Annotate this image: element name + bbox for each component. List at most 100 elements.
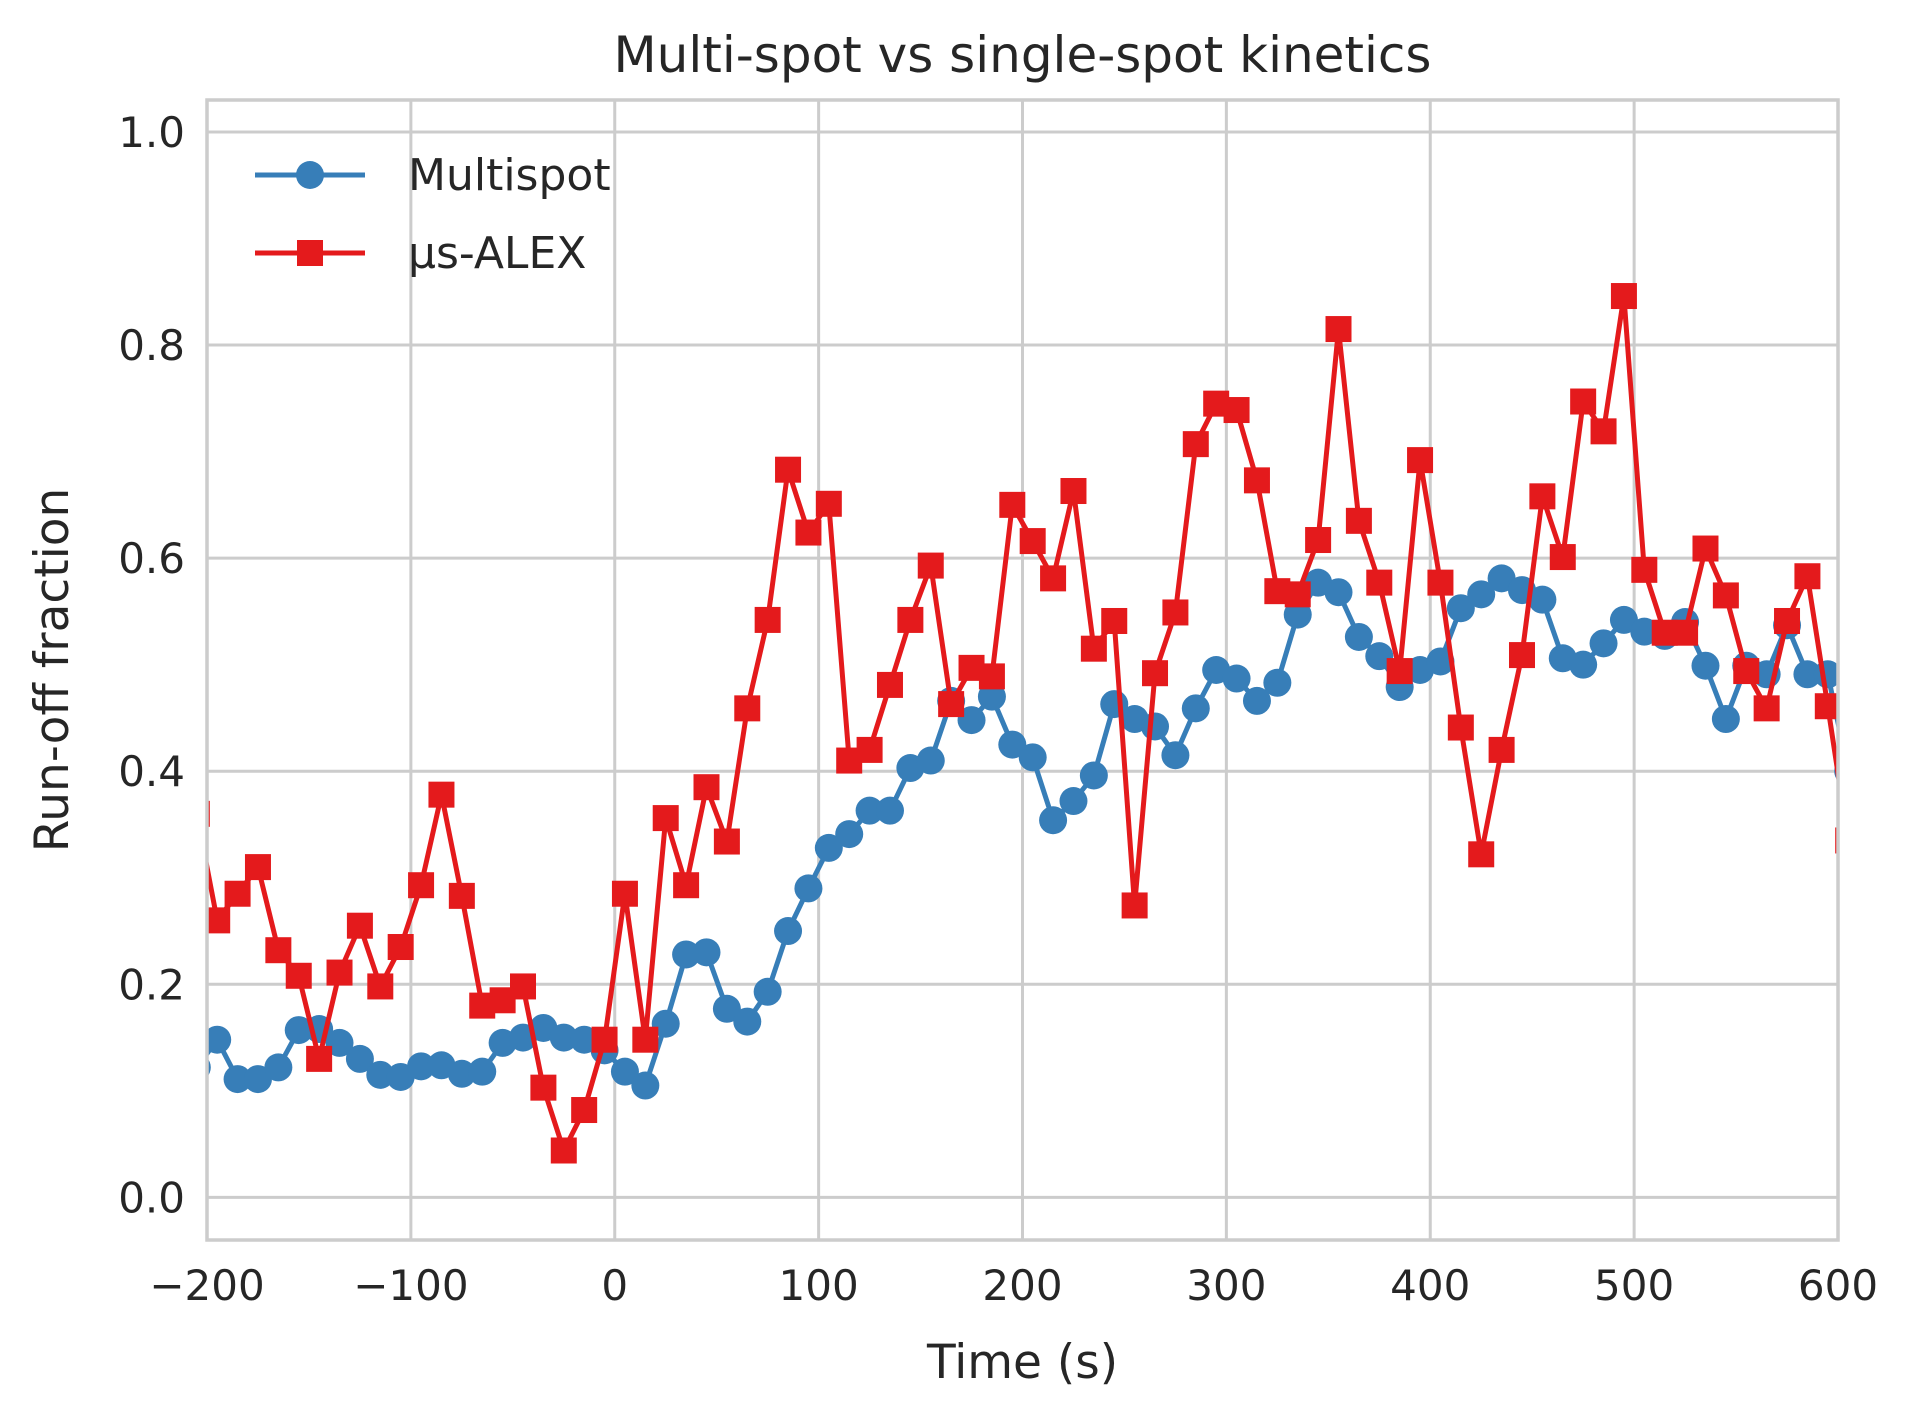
data-point — [692, 938, 721, 967]
data-point — [1753, 695, 1780, 722]
data-point — [223, 1065, 252, 1094]
data-point — [1589, 629, 1618, 658]
x-tick-label: 500 — [1594, 1261, 1674, 1310]
data-point — [265, 937, 292, 964]
data-point — [651, 1009, 680, 1038]
data-point — [1121, 892, 1148, 919]
data-point — [326, 959, 353, 986]
data-point — [1487, 564, 1516, 593]
data-point — [814, 833, 843, 862]
data-point — [1794, 563, 1821, 590]
data-point — [1142, 660, 1169, 687]
data-point — [998, 730, 1027, 759]
data-point — [1610, 283, 1637, 310]
x-tick-label: 200 — [982, 1261, 1062, 1310]
data-point — [510, 973, 537, 1000]
data-point — [1814, 693, 1838, 720]
data-point — [610, 1057, 639, 1086]
x-tick-label: 400 — [1390, 1261, 1470, 1310]
data-point — [408, 872, 435, 899]
data-point — [957, 706, 986, 735]
series-line — [207, 293, 1838, 1153]
data-point — [1283, 600, 1312, 629]
data-point — [1672, 619, 1699, 646]
series-us-alex — [207, 283, 1838, 1164]
data-point — [549, 1023, 578, 1052]
data-point — [1631, 556, 1658, 583]
y-axis-ticks: 0.0 0.2 0.4 0.6 0.8 1.0 — [118, 108, 185, 1222]
legend-label: Multispot — [408, 150, 611, 201]
data-point — [387, 934, 414, 961]
x-tick-label: 300 — [1186, 1261, 1266, 1310]
data-point — [1446, 594, 1475, 623]
data-point — [447, 1059, 476, 1088]
data-point — [795, 519, 822, 546]
data-point — [1407, 447, 1434, 474]
data-point — [815, 490, 842, 517]
data-point — [1059, 787, 1088, 816]
data-point — [1222, 664, 1251, 693]
data-point — [1488, 736, 1515, 763]
data-point — [1243, 467, 1270, 494]
series-layer — [207, 283, 1838, 1164]
data-point — [753, 977, 782, 1006]
data-point — [530, 1074, 557, 1101]
data-point — [1569, 650, 1598, 679]
data-point — [611, 880, 638, 907]
y-tick-label: 0.6 — [118, 534, 185, 583]
legend-item: Multispot — [255, 150, 611, 201]
data-point — [345, 1044, 374, 1073]
data-point — [1040, 565, 1067, 592]
data-point — [1344, 622, 1373, 651]
data-point — [917, 552, 944, 579]
data-point — [1223, 397, 1250, 424]
x-tick-label: 0 — [601, 1261, 628, 1310]
data-point — [693, 774, 720, 801]
chart-title: Multi-spot vs single-spot kinetics — [614, 26, 1432, 84]
y-tick-label: 1.0 — [118, 108, 185, 157]
y-tick-label: 0.2 — [118, 960, 185, 1009]
data-point — [468, 1057, 497, 1086]
data-point — [1141, 712, 1170, 741]
data-point — [855, 796, 884, 825]
x-tick-label: −100 — [353, 1261, 468, 1310]
data-point — [407, 1052, 436, 1081]
data-point — [774, 917, 803, 946]
data-point — [672, 940, 701, 969]
data-point — [1590, 418, 1617, 445]
data-point — [1018, 743, 1047, 772]
data-point — [1080, 635, 1107, 662]
data-point — [631, 1071, 660, 1100]
data-point — [571, 1097, 598, 1124]
data-point — [713, 828, 740, 855]
y-tick-label: 0.0 — [118, 1173, 185, 1222]
legend-item: µs-ALEX — [255, 228, 586, 279]
x-tick-label: 600 — [1798, 1261, 1878, 1310]
data-point — [1528, 585, 1557, 614]
data-point — [712, 994, 741, 1023]
data-point — [1549, 544, 1576, 571]
data-point — [1365, 642, 1394, 671]
y-tick-label: 0.4 — [118, 747, 185, 796]
data-point — [673, 872, 700, 899]
data-point — [1181, 694, 1210, 723]
data-point — [835, 820, 864, 849]
data-point — [977, 682, 1006, 711]
data-point — [1427, 569, 1454, 596]
data-point — [1508, 642, 1535, 669]
data-point — [632, 1026, 659, 1053]
data-point — [775, 456, 802, 483]
data-point — [1161, 741, 1190, 770]
data-point — [224, 880, 251, 907]
data-point — [1733, 658, 1760, 685]
data-point — [207, 1025, 232, 1054]
data-point — [1447, 714, 1474, 741]
data-point — [1263, 668, 1292, 697]
legend-marker — [296, 161, 324, 189]
data-point — [1324, 578, 1353, 607]
data-point — [366, 1060, 395, 1089]
data-point — [264, 1053, 293, 1082]
data-point — [243, 1065, 272, 1094]
data-point — [1691, 651, 1720, 680]
